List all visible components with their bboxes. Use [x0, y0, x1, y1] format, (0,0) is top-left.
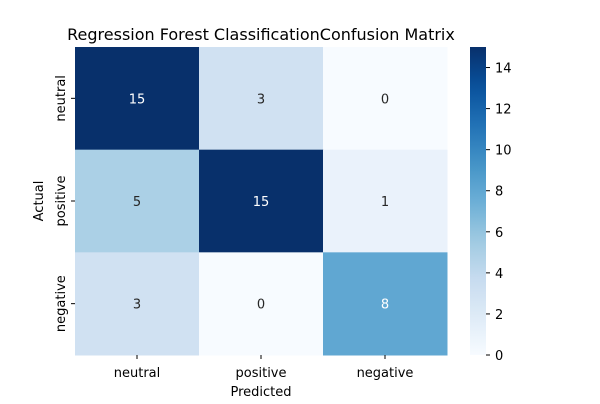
- x-axis-label: Predicted: [230, 385, 291, 400]
- cell-annotation: 5: [133, 195, 141, 210]
- y-tick-label: positive: [54, 176, 69, 227]
- colorbar-tick-label: 6: [495, 226, 503, 241]
- cell-annotation: 0: [381, 92, 389, 107]
- cell-annotation: 3: [133, 298, 141, 313]
- x-tick-label: positive: [236, 366, 287, 381]
- x-tick-label: neutral: [114, 366, 161, 381]
- cell-annotation: 1: [381, 195, 389, 210]
- cell-annotation: 8: [381, 298, 389, 313]
- heatmap-cell: [323, 252, 448, 356]
- colorbar-tick-label: 10: [495, 144, 512, 159]
- colorbar-tick-label: 12: [495, 103, 512, 118]
- cell-annotation: 3: [257, 92, 265, 107]
- colorbar-tick-label: 4: [495, 267, 503, 282]
- y-axis-ticks: neutral positive negative: [54, 75, 75, 332]
- cell-annotation: 15: [129, 92, 146, 107]
- heatmap-cell: [323, 47, 448, 151]
- heatmap-cell: [199, 47, 324, 151]
- y-tick-label: neutral: [54, 75, 69, 122]
- x-tick-label: negative: [357, 366, 414, 381]
- colorbar-tick-label: 0: [495, 349, 503, 364]
- colorbar-tick-label: 14: [495, 62, 512, 77]
- heatmap-cell: [75, 149, 200, 253]
- heatmap-cell: [199, 252, 324, 356]
- x-axis-ticks: neutral positive negative: [114, 355, 414, 381]
- cell-annotation: 0: [257, 298, 265, 313]
- y-axis-label: Actual: [32, 181, 47, 222]
- heatmap-cell: [199, 149, 324, 253]
- cell-annotation: 15: [253, 195, 270, 210]
- chart-title: Regression Forest ClassificationConfusio…: [67, 25, 455, 44]
- heatmap-cell: [323, 149, 448, 253]
- colorbar-ticks: 0 2 4 6 8 10 12 14: [486, 62, 512, 364]
- colorbar: [470, 47, 486, 355]
- heatmap-cell: [75, 252, 200, 356]
- heatmap-cell: [75, 47, 200, 151]
- colorbar-tick-label: 8: [495, 185, 503, 200]
- y-tick-label: negative: [54, 275, 69, 332]
- colorbar-tick-label: 2: [495, 308, 503, 323]
- heatmap-cells: 15 3 0 5 15 1 3 0 8: [75, 47, 448, 356]
